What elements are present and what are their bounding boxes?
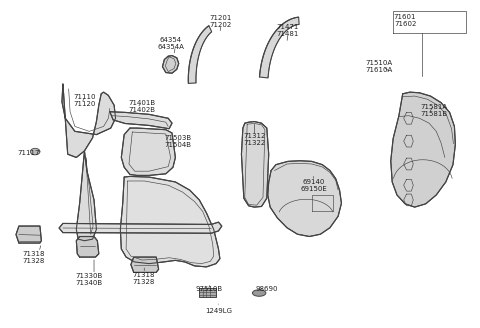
Polygon shape	[162, 55, 179, 73]
Text: 71110
71120: 71110 71120	[73, 94, 96, 107]
Polygon shape	[59, 222, 222, 233]
Text: 71312
71322: 71312 71322	[243, 133, 265, 146]
Polygon shape	[120, 176, 220, 267]
Text: 71201
71202: 71201 71202	[210, 15, 232, 29]
Text: 71581A
71581B: 71581A 71581B	[420, 104, 447, 117]
Polygon shape	[391, 92, 456, 207]
Text: 1249LG: 1249LG	[205, 308, 232, 314]
Polygon shape	[16, 226, 41, 243]
Circle shape	[30, 148, 40, 155]
Text: 71401B
71402B: 71401B 71402B	[128, 100, 156, 113]
Text: 97510B: 97510B	[196, 286, 223, 292]
Polygon shape	[131, 257, 158, 273]
Text: 71318
71328: 71318 71328	[132, 273, 155, 285]
Text: 71318
71328: 71318 71328	[22, 251, 45, 264]
Polygon shape	[241, 122, 269, 207]
FancyBboxPatch shape	[199, 288, 216, 297]
Polygon shape	[76, 236, 99, 257]
Text: 98690: 98690	[255, 286, 277, 292]
Ellipse shape	[252, 290, 266, 296]
Text: 64354
64354A: 64354 64354A	[157, 37, 184, 50]
Text: 71471
71481: 71471 71481	[276, 24, 299, 37]
Polygon shape	[62, 84, 116, 157]
Polygon shape	[76, 151, 96, 241]
Text: 69140
69150E: 69140 69150E	[301, 179, 327, 192]
Text: 71601
71602: 71601 71602	[394, 14, 416, 27]
Text: 71503B
71504B: 71503B 71504B	[164, 134, 192, 148]
Polygon shape	[188, 26, 212, 83]
Text: 71510A
71610A: 71510A 71610A	[365, 59, 393, 72]
Text: 71330B
71340B: 71330B 71340B	[76, 274, 103, 286]
Polygon shape	[121, 128, 175, 175]
Polygon shape	[268, 161, 341, 236]
Text: 71117: 71117	[17, 150, 40, 155]
Polygon shape	[110, 112, 172, 129]
Polygon shape	[260, 17, 299, 78]
